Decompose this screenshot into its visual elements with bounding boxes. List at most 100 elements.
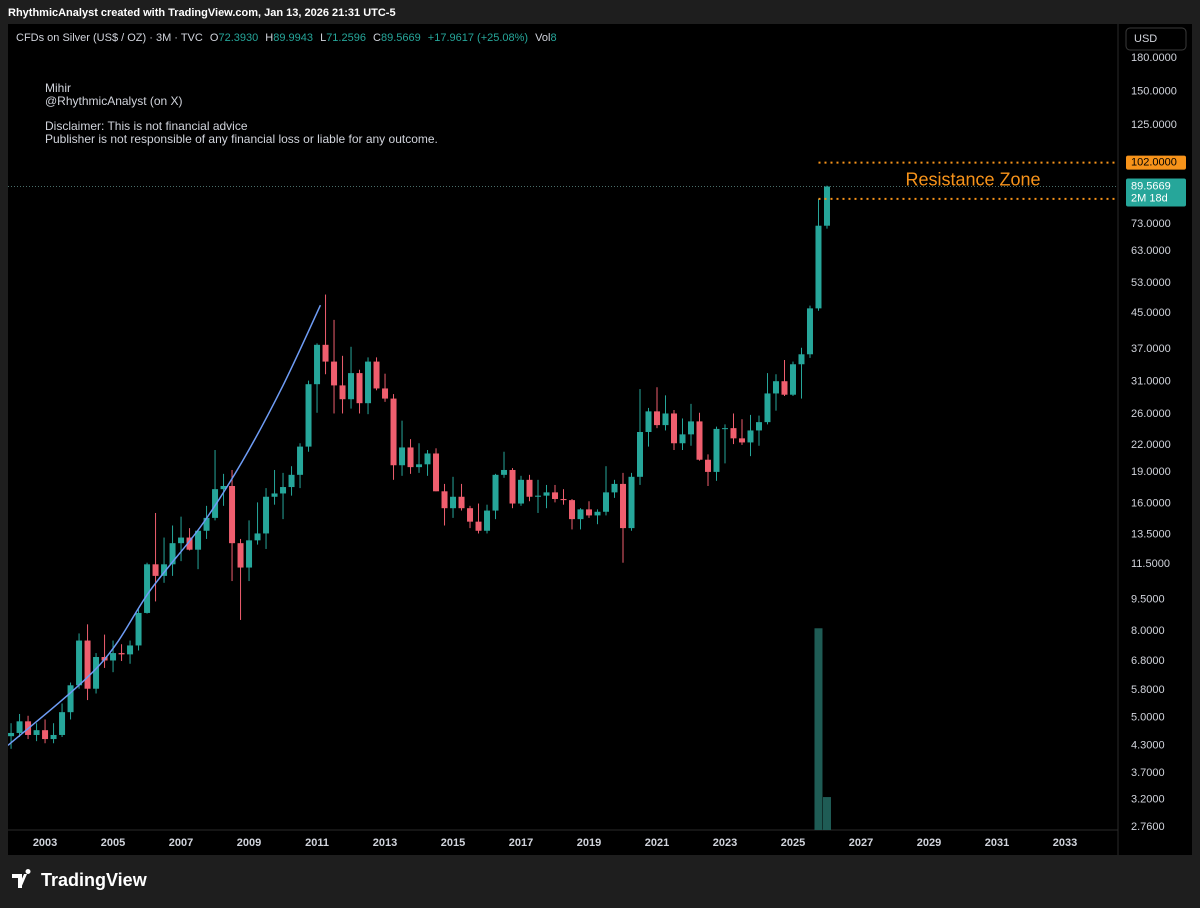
legend-value: 71.2596 [326,32,366,44]
candle-body [806,308,813,355]
candle-body [246,540,253,568]
symbol: CFDs on Silver (US$ / OZ) · 3M · TVC [16,32,203,44]
y-tick-label: 37.0000 [1131,343,1171,355]
logo-icon [12,869,31,888]
x-tick-label: 2021 [645,837,669,849]
x-tick-label: 2027 [849,837,873,849]
legend-label: L [320,32,326,44]
candle-body [637,432,644,477]
price-label: 102.0000 [1131,157,1177,169]
candle-body [526,479,533,497]
candle-body [764,393,771,423]
volume-bar [814,628,823,830]
annotation: @RhythmicAnalyst (on X) [45,94,183,108]
candle-body [662,413,669,426]
candle-body [645,411,652,433]
annotation: Disclaimer: This is not financial advice [45,119,248,133]
candle-body [356,373,363,404]
x-tick-label: 2029 [917,837,941,849]
candle-body [687,421,694,435]
candle-body [484,510,491,531]
candle-body [815,225,822,309]
candle-body [586,509,593,516]
y-tick-label: 63.0000 [1131,245,1171,257]
trend-curve [8,304,322,746]
y-tick-label: 5.0000 [1131,712,1165,724]
candle-body [67,685,74,713]
candle-body [823,186,830,226]
candle-body [755,422,762,431]
candle-body [288,474,295,488]
candle-body [322,344,329,362]
candle-body [467,508,474,522]
legend-value: 72.3930 [218,32,258,44]
currency-button[interactable] [1125,27,1187,51]
candle-body [399,447,406,466]
candle-body [161,564,168,576]
candle-body [339,385,346,400]
candle-body [76,640,83,686]
x-tick-label: 2009 [237,837,261,849]
candle-body [271,493,278,497]
y-tick-label: 9.5000 [1131,593,1165,605]
last-price-box [1126,178,1186,207]
x-tick-label: 2007 [169,837,193,849]
candle-body [314,344,321,385]
candle-body [450,496,457,509]
legend-label: Vol [535,32,550,44]
y-tick-label: 22.0000 [1131,439,1171,451]
candle-body [781,381,788,395]
candle-body [305,384,312,447]
x-tick-label: 2019 [577,837,601,849]
y-tick-label: 150.0000 [1131,86,1177,98]
x-tick-label: 2031 [985,837,1009,849]
x-tick-label: 2025 [781,837,805,849]
legend: CFDs on Silver (US$ / OZ) · 3M · TVC O72… [16,32,557,44]
x-tick-label: 2013 [373,837,397,849]
candle-body [127,645,134,655]
candle-body [280,487,287,494]
plot-area [8,185,1118,830]
candle-body [671,413,677,444]
candle-body [382,388,389,399]
x-tick-label: 2015 [441,837,465,849]
candle-body [195,530,202,550]
candle-body [569,500,576,520]
candle-body [492,474,499,511]
candle-body [458,496,465,509]
overlay: 180.0000 150.0000 125.0000 73.0000 63.0000 53… [33,52,1186,849]
y-tick-label: 180.0000 [1131,52,1177,64]
candle-body [8,732,15,737]
y-tick-label: 4.3000 [1131,739,1165,751]
price-label-box [1126,155,1186,170]
currency: USD [1134,33,1157,45]
y-tick-label: 3.2000 [1131,794,1165,806]
candle-body [416,464,423,468]
x-tick-label: 2023 [713,837,737,849]
candle-body [560,498,567,501]
candle-body [186,537,193,550]
countdown: 2M 18d [1131,192,1168,204]
candle-body [212,489,219,518]
candle-body [654,411,661,426]
candle-body [237,543,244,568]
x-tick-label: 2011 [305,837,329,849]
candle-body [721,428,728,430]
brand: TradingView [41,870,148,890]
y-tick-label: 6.8000 [1131,655,1165,667]
candle-body [178,537,185,544]
legend-value: 89.9943 [273,32,313,44]
attribution: RhythmicAnalyst created with TradingView… [8,7,396,19]
candle-body [789,364,796,395]
candle-body [93,657,100,689]
y-tick-label: 16.0000 [1131,497,1171,509]
legend-value: 89.5669 [381,32,421,44]
candle-body [407,447,414,468]
candle-body [110,653,117,661]
candle-body [543,492,550,496]
candle-body [535,495,542,497]
candle-body [203,517,210,531]
candle-body [798,354,805,365]
candle-body [509,469,516,504]
